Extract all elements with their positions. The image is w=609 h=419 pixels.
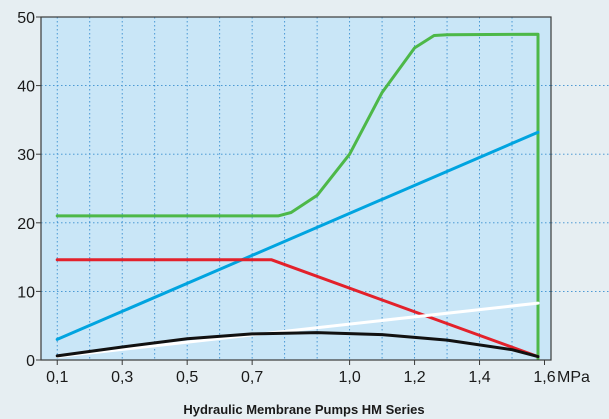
series-group: [55, 32, 540, 361]
x-tick-labels: 0,1 0,3 0,5 0,7 1,0 1,2 1,4 1,6: [46, 369, 556, 386]
chart-title: Hydraulic Membrane Pumps HM Series: [183, 402, 424, 417]
series-line-4: [55, 301, 540, 359]
x-tick-label: 0,1: [46, 369, 68, 386]
series-line-2: [55, 130, 540, 341]
y-tick-labels: 0 10 20 30 40 50: [17, 10, 35, 370]
axes: [36, 16, 546, 365]
series-line-3: [55, 258, 540, 359]
x-tick-label: 1,6: [533, 369, 555, 386]
y-tick-label: 30: [17, 147, 35, 164]
x-tick-label: 0,5: [176, 369, 198, 386]
series-line-1: [55, 32, 540, 361]
x-tick-label: 1,2: [403, 369, 425, 386]
plot-area: [41, 17, 551, 360]
x-tick-label: 1,0: [338, 369, 360, 386]
x-tick-label: 0,3: [111, 369, 133, 386]
series-line-5: [55, 331, 540, 359]
x-tick-label: 1,4: [468, 369, 490, 386]
grid: [41, 17, 609, 360]
y-tick-label: 10: [17, 284, 35, 301]
plot-frame: [40, 16, 552, 361]
x-unit-label: MPa: [557, 369, 590, 386]
y-tick-label: 0: [26, 353, 35, 370]
y-tick-label: 50: [17, 10, 35, 27]
y-tick-label: 40: [17, 79, 35, 96]
x-tick-label: 0,7: [241, 369, 263, 386]
y-tick-label: 20: [17, 216, 35, 233]
